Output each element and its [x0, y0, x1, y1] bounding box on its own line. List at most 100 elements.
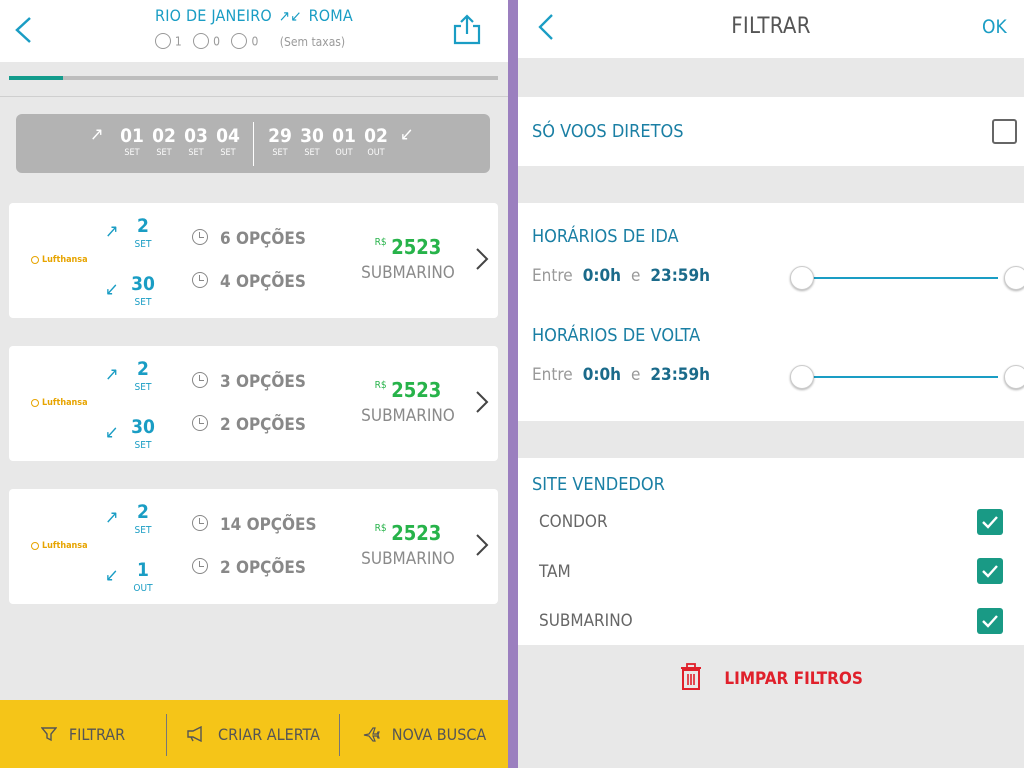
vendor-checkbox[interactable] [977, 558, 1003, 584]
time-filters: HORÁRIOS DE IDA Entre 0:0h e 23:59h HORÁRIO… [518, 203, 1024, 421]
price-block: R$ 2523 SUBMARINO [361, 521, 455, 569]
airline-logo: Lufthansa [31, 541, 88, 551]
infant-count: 0 [251, 34, 259, 49]
divider [166, 714, 167, 756]
outbound-arrow-icon: ↗ [105, 507, 119, 528]
clock-icon [192, 515, 208, 531]
create-alert-button[interactable]: CRIAR ALERTA [167, 700, 339, 768]
divider [339, 714, 340, 756]
chevron-right-icon[interactable] [475, 533, 489, 557]
return-arrow-icon: ↙ [105, 565, 119, 586]
slider-max-handle[interactable] [1004, 266, 1024, 290]
date-cell[interactable]: 02 SET [152, 125, 176, 158]
clock-icon [192, 558, 208, 574]
clock-icon [192, 272, 208, 288]
return-times-label: HORÁRIOS DE VOLTA [532, 325, 701, 346]
back-arrow-icon[interactable] [536, 12, 556, 42]
clock-icon [192, 372, 208, 388]
return-arrow-icon: ↙ [105, 422, 119, 443]
share-icon[interactable] [452, 12, 482, 46]
inbound-dates: 29 SET 30 SET 01 OUT 02 OUT [264, 125, 392, 159]
search-progress-bar [9, 76, 498, 80]
child-count: 0 [213, 34, 221, 49]
result-card[interactable]: Lufthansa ↗ 2 SET ↙ 1 OUT 14 OPÇÕES 2 OPÇÕES… [9, 489, 498, 604]
return-time-slider[interactable] [790, 365, 1024, 389]
airline-logo: Lufthansa [31, 255, 88, 265]
route-title: RIO DE JANEIRO ↗↙ ROMA [0, 6, 508, 25]
passenger-summary: 1 0 0 (Sem taxas) [0, 33, 508, 50]
date-cell[interactable]: 04 SET [216, 125, 240, 158]
date-cell[interactable]: 01 OUT [332, 125, 356, 158]
trash-icon [681, 663, 702, 690]
return-options: 4 OPÇÕES [192, 272, 352, 292]
direct-flights-label: SÓ VOOS DIRETOS [532, 121, 684, 142]
ok-button[interactable]: OK [982, 16, 1007, 38]
megaphone-icon [187, 726, 202, 742]
results-screen: RIO DE JANEIRO ↗↙ ROMA 1 0 0 (Sem taxas)… [0, 0, 508, 768]
date-cell[interactable]: 03 SET [184, 125, 208, 158]
vendor-checkbox[interactable] [977, 509, 1003, 535]
top-bar: RIO DE JANEIRO ↗↙ ROMA 1 0 0 (Sem taxas) [0, 0, 508, 62]
direct-flights-row[interactable]: SÓ VOOS DIRETOS [518, 97, 1024, 166]
route-arrows-icon: ↗↙ [278, 7, 302, 25]
outbound-times-label: HORÁRIOS DE IDA [532, 226, 679, 247]
airplane-icon [363, 727, 380, 742]
screen-divider [508, 0, 518, 768]
date-cell[interactable]: 01 SET [120, 125, 144, 158]
taxes-note: (Sem taxas) [279, 35, 346, 49]
adult-icon [154, 33, 171, 49]
return-options: 2 OPÇÕES [192, 415, 352, 435]
direct-flights-checkbox[interactable] [992, 119, 1017, 144]
chevron-right-icon[interactable] [475, 247, 489, 271]
outbound-options: 14 OPÇÕES [192, 515, 352, 535]
outbound-times-range: Entre 0:0h e 23:59h [532, 266, 710, 286]
filter-screen: FILTRAR OK SÓ VOOS DIRETOS HORÁRIOS DE I… [518, 0, 1024, 768]
price-block: R$ 2523 SUBMARINO [361, 378, 455, 426]
child-icon [193, 33, 210, 49]
outbound-options: 6 OPÇÕES [192, 229, 352, 249]
adult-count: 1 [174, 34, 182, 49]
outbound-options: 3 OPÇÕES [192, 372, 352, 392]
vendor-filters: SITE VENDEDOR CONDOR TAM SUBMARINO [518, 458, 1024, 645]
result-card[interactable]: Lufthansa ↗ 2 SET ↙ 30 SET 6 OPÇÕES 4 OPÇÕES… [9, 203, 498, 318]
funnel-icon [40, 727, 57, 742]
clock-icon [192, 229, 208, 245]
date-cell[interactable]: 30 SET [300, 125, 324, 158]
new-search-button[interactable]: NOVA BUSCA [340, 700, 508, 768]
outbound-time-slider[interactable] [790, 266, 1024, 290]
filter-title: FILTRAR [731, 14, 811, 39]
return-options: 2 OPÇÕES [192, 558, 352, 578]
vendor-name: TAM [539, 562, 571, 582]
slider-min-handle[interactable] [790, 266, 814, 290]
vendor-name: SUBMARINO [539, 611, 633, 631]
clock-icon [192, 415, 208, 431]
filter-top-bar: FILTRAR OK [518, 0, 1024, 58]
infant-icon [231, 33, 248, 49]
date-selector[interactable]: ↗ 01 SET 02 SET 03 SET 04 SET 29 SET 30 SET 01… [16, 114, 490, 173]
date-cell[interactable]: 29 SET [268, 125, 292, 158]
slider-max-handle[interactable] [1004, 365, 1024, 389]
back-arrow-icon[interactable] [12, 14, 34, 46]
filter-button[interactable]: FILTRAR [0, 700, 166, 768]
chevron-right-icon[interactable] [475, 390, 489, 414]
airline-logo: Lufthansa [31, 398, 88, 408]
bottom-action-bar: FILTRAR CRIAR ALERTA NOVA BUSCA [0, 700, 508, 768]
destination-city: ROMA [308, 6, 353, 25]
origin-city: RIO DE JANEIRO [155, 6, 272, 25]
return-arrow-icon: ↙ [105, 279, 119, 300]
outbound-arrow-icon: ↗ [105, 221, 119, 242]
vendor-checkbox[interactable] [977, 608, 1003, 634]
result-card[interactable]: Lufthansa ↗ 2 SET ↙ 30 SET 3 OPÇÕES 2 OPÇÕES… [9, 346, 498, 461]
divider [0, 96, 508, 97]
date-cell[interactable]: 02 OUT [364, 125, 388, 158]
return-times-range: Entre 0:0h e 23:59h [532, 365, 710, 385]
slider-min-handle[interactable] [790, 365, 814, 389]
vendor-section-label: SITE VENDEDOR [532, 474, 665, 495]
outbound-dates: 01 SET 02 SET 03 SET 04 SET [116, 125, 244, 159]
price-block: R$ 2523 SUBMARINO [361, 235, 455, 283]
date-separator [253, 122, 254, 166]
clear-filters-button[interactable]: LIMPAR FILTROS [518, 663, 1024, 693]
vendor-name: CONDOR [539, 512, 608, 532]
outbound-arrow-icon: ↗ [90, 124, 104, 145]
progress-fill [9, 76, 63, 80]
